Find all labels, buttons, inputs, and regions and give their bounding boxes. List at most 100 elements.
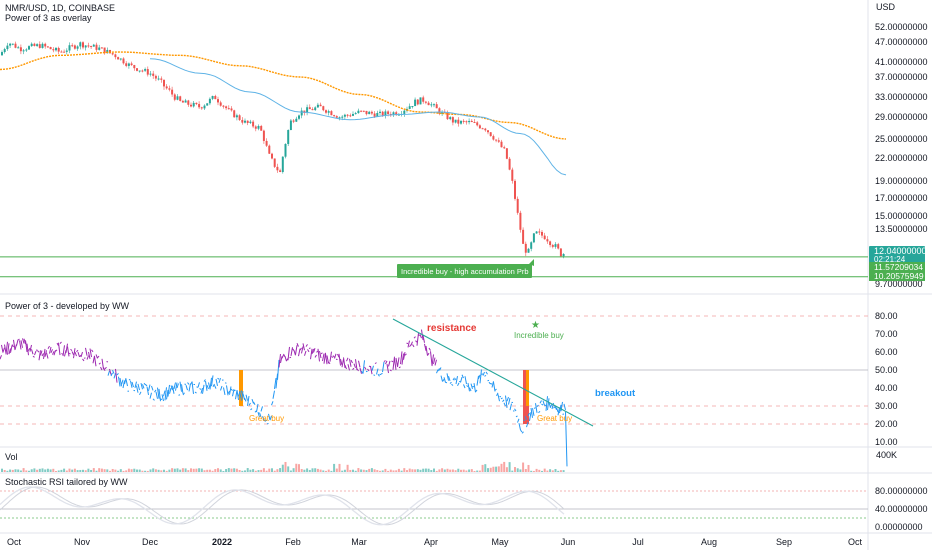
osc-segment: [123, 381, 125, 388]
osc-segment: [476, 390, 478, 392]
osc-segment: [261, 406, 263, 411]
osc-segment: [428, 353, 430, 355]
candle-body: [322, 106, 324, 110]
osc-segment: [207, 385, 209, 389]
osc-segment: [75, 352, 77, 356]
candle-body: [182, 101, 184, 103]
candle-body: [436, 104, 438, 108]
candle-body: [420, 97, 422, 104]
volume-bar: [376, 470, 378, 472]
candle-body: [249, 122, 251, 123]
osc-segment: [456, 376, 458, 384]
osc-segment: [305, 351, 307, 356]
candle-body: [212, 96, 214, 99]
candle-body: [301, 111, 303, 116]
volume-bar: [190, 468, 192, 472]
osc-segment: [117, 373, 119, 374]
osc-segment: [273, 391, 275, 399]
volume-bar: [77, 470, 79, 472]
candle-body: [128, 63, 130, 65]
osc-segment: [203, 385, 205, 394]
osc-segment: [521, 430, 523, 432]
volume-bar: [23, 468, 25, 472]
volume-bar: [295, 464, 297, 472]
candle-body: [177, 96, 179, 99]
osc-segment: [495, 389, 497, 390]
time-tick-label: Jul: [632, 537, 644, 547]
volume-bar: [85, 470, 87, 472]
candle-body: [79, 42, 81, 46]
volume-bar: [279, 468, 281, 472]
volume-bar: [525, 469, 527, 472]
candle-body: [217, 99, 219, 102]
volume-bar: [15, 469, 17, 472]
osc-segment: [518, 419, 520, 423]
volume-bar: [50, 469, 52, 472]
volume-bar: [36, 470, 38, 472]
candle-body: [244, 121, 246, 123]
osc-segment: [63, 345, 65, 356]
candle-body: [271, 154, 273, 159]
volume-bar: [393, 470, 395, 472]
candle-body: [58, 48, 60, 52]
osc-segment: [26, 340, 28, 352]
volume-bar: [325, 471, 327, 472]
osc-segment: [114, 373, 116, 378]
volume-bar: [90, 470, 92, 472]
volume-bar: [455, 470, 457, 472]
candle-body: [20, 47, 22, 51]
osc-segment: [27, 344, 29, 355]
candle-body: [174, 94, 176, 99]
volume-bar: [390, 470, 392, 472]
osc-segment: [309, 348, 311, 349]
osc-segment: [71, 349, 73, 350]
candle-body: [147, 69, 149, 75]
volume-bar: [382, 470, 384, 472]
volume-bar: [528, 465, 530, 472]
volume-bar: [214, 469, 216, 472]
candle-body: [430, 104, 432, 105]
volume-bar: [533, 471, 535, 472]
candle-body: [498, 140, 500, 141]
osc-segment: [89, 352, 91, 359]
volume-bar: [471, 469, 473, 472]
osc-segment: [485, 375, 487, 376]
candle-body: [546, 239, 548, 241]
osc-segment: [141, 383, 143, 389]
candle-body: [117, 57, 119, 59]
osc-segment: [542, 404, 544, 405]
candle-body: [330, 111, 332, 115]
candle-body: [514, 181, 516, 199]
osc-segment: [296, 345, 298, 354]
osc-segment: [386, 361, 388, 364]
candle-body: [344, 115, 346, 117]
candle-body: [411, 106, 413, 107]
osc-segment: [249, 403, 251, 405]
time-tick-label: Oct: [7, 537, 22, 547]
osc-segment: [510, 404, 512, 410]
osc-segment: [414, 337, 416, 339]
osc-segment: [378, 374, 380, 376]
osc-segment: [186, 385, 188, 390]
volume-bar: [96, 471, 98, 472]
volume-bar: [163, 470, 165, 472]
candle-body: [23, 50, 25, 51]
volume-bar: [444, 470, 446, 472]
volume-bar: [366, 470, 368, 472]
candle-body: [309, 107, 311, 109]
osc-tick-label: 30.00: [875, 401, 898, 411]
osc-segment: [90, 349, 92, 357]
candle-body: [252, 122, 254, 127]
ma-slow-line: [0, 52, 566, 139]
volume-bar: [447, 469, 449, 472]
volume-bar: [252, 469, 254, 472]
volume-bar: [347, 465, 349, 472]
volume-bar: [274, 471, 276, 472]
volume-bar: [355, 471, 357, 472]
osc-segment: [59, 343, 61, 355]
osc-segment: [38, 351, 40, 353]
candle-body: [12, 44, 14, 45]
